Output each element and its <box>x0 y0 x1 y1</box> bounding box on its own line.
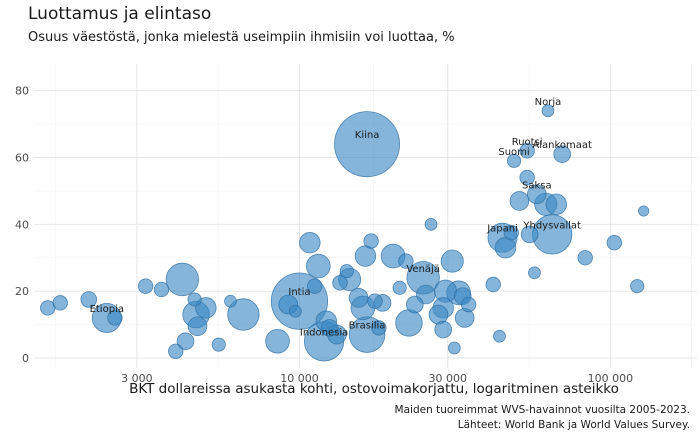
data-point <box>527 184 547 205</box>
point-label: Intia <box>288 287 310 298</box>
data-point <box>630 279 645 294</box>
data-point <box>493 329 506 343</box>
data-point <box>638 205 650 217</box>
y-tick-label: 40 <box>15 218 29 231</box>
data-point <box>553 145 571 163</box>
data-point <box>509 191 530 211</box>
point-label: Venäjä <box>406 264 440 275</box>
point-label: Brasilia <box>349 321 386 332</box>
point-label: Ruotsi <box>512 137 543 148</box>
data-point <box>519 143 535 159</box>
data-point <box>165 262 199 297</box>
data-point <box>406 295 424 314</box>
point-label: Norja <box>535 97 562 108</box>
data-point <box>307 278 323 294</box>
data-point <box>440 249 464 273</box>
data-point <box>332 275 348 291</box>
data-point <box>460 296 477 313</box>
data-point <box>289 304 302 318</box>
data-point <box>541 104 555 118</box>
data-point <box>153 281 170 298</box>
data-points <box>40 104 650 362</box>
data-point <box>107 310 123 326</box>
point-label: Japani <box>486 224 518 235</box>
data-point <box>577 250 593 266</box>
data-point <box>506 153 522 168</box>
data-point <box>392 280 407 295</box>
data-point <box>187 316 208 337</box>
data-point <box>367 293 383 309</box>
point-label: Suomi <box>498 147 529 158</box>
y-tick-label: 20 <box>15 285 29 298</box>
x-tick-label: 30 000 <box>429 372 468 385</box>
chart-title: Luottamus ja elintaso <box>28 4 211 24</box>
data-point <box>363 233 379 249</box>
point-label: Saksa <box>522 180 552 191</box>
data-point <box>187 292 202 307</box>
data-point <box>176 332 195 351</box>
data-point <box>354 245 377 267</box>
data-point <box>348 288 369 308</box>
data-point <box>334 111 401 178</box>
x-axis-label: BKT dollareissa asukasta kohti, ostovoim… <box>129 381 619 397</box>
data-point <box>485 276 501 293</box>
data-point <box>528 266 541 280</box>
chart-subtitle: Osuus väestöstä, jonka mielestä useimpii… <box>28 30 455 45</box>
data-point <box>434 320 453 339</box>
data-point <box>519 169 535 186</box>
data-point <box>424 218 438 231</box>
data-point <box>52 295 68 311</box>
data-point <box>398 253 414 269</box>
data-point <box>168 343 184 359</box>
data-point <box>227 298 260 331</box>
data-point <box>265 328 290 354</box>
data-point <box>503 225 519 241</box>
data-point <box>545 193 567 215</box>
x-tick-label: 3 000 <box>121 372 153 385</box>
data-point <box>306 253 331 279</box>
point-label: Kiina <box>355 130 380 141</box>
caption-line-2: Lähteet: World Bank ja World Values Surv… <box>458 419 690 431</box>
data-point <box>224 294 237 308</box>
point-label: Yhdysvallat <box>522 220 581 231</box>
data-point <box>299 232 321 254</box>
data-point <box>80 291 98 308</box>
data-point <box>211 337 226 352</box>
data-point <box>606 235 623 251</box>
caption-line-1: Maiden tuoreimmat WVS-havainnot vuosilta… <box>395 404 690 416</box>
x-axis-ticks: 3 000 10 000 30 000 100 000 <box>121 372 633 385</box>
data-point <box>395 309 423 337</box>
data-point <box>494 237 517 259</box>
point-label: Indonesia <box>300 327 348 338</box>
x-tick-label: 100 000 <box>588 372 634 385</box>
data-point <box>137 278 154 294</box>
y-tick-label: 60 <box>15 152 29 165</box>
data-point <box>320 319 339 337</box>
data-point <box>448 341 461 355</box>
y-tick-label: 80 <box>15 85 29 98</box>
data-point <box>520 225 539 244</box>
y-axis-ticks: 0 20 40 60 80 <box>15 85 29 365</box>
point-label: Alankomaat <box>532 140 592 151</box>
data-point <box>371 320 387 336</box>
x-tick-label: 10 000 <box>280 372 319 385</box>
y-tick-label: 0 <box>22 352 29 365</box>
data-point <box>339 264 354 279</box>
point-label: Etiopia <box>90 304 124 315</box>
